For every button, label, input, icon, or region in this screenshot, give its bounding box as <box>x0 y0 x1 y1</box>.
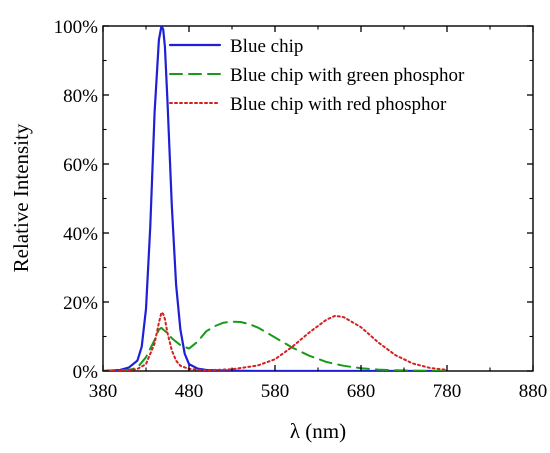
series-group <box>103 26 449 371</box>
legend-label-2: Blue chip with green phosphor <box>230 65 465 86</box>
x-tick-label: 580 <box>261 381 290 402</box>
series-line-1 <box>103 26 449 371</box>
x-tick-label: 680 <box>347 381 376 402</box>
y-tick-label: 20% <box>63 293 98 314</box>
legend: Blue chip Blue chip with green phosphor Bl… <box>168 36 465 115</box>
y-axis: 0% 20% 40% 60% 80% 100% <box>54 17 533 383</box>
x-axis: 380 480 580 680 780 880 <box>89 26 548 402</box>
y-tick-label: 80% <box>63 86 98 107</box>
x-tick-label: 380 <box>89 381 118 402</box>
y-tick-label: 100% <box>54 17 99 38</box>
x-tick-label: 880 <box>519 381 548 402</box>
x-tick-label: 480 <box>175 381 204 402</box>
series-line-3 <box>103 311 448 371</box>
y-tick-label: 60% <box>63 155 98 176</box>
series-line-2 <box>103 320 448 371</box>
legend-label-3: Blue chip with red phosphor <box>230 94 447 115</box>
x-tick-label: 780 <box>433 381 462 402</box>
legend-label-1: Blue chip <box>230 36 303 57</box>
x-axis-label: λ (nm) <box>290 419 346 443</box>
y-tick-label: 0% <box>73 362 99 383</box>
y-tick-label: 40% <box>63 224 98 245</box>
y-axis-label: Relative Intensity <box>9 123 33 272</box>
